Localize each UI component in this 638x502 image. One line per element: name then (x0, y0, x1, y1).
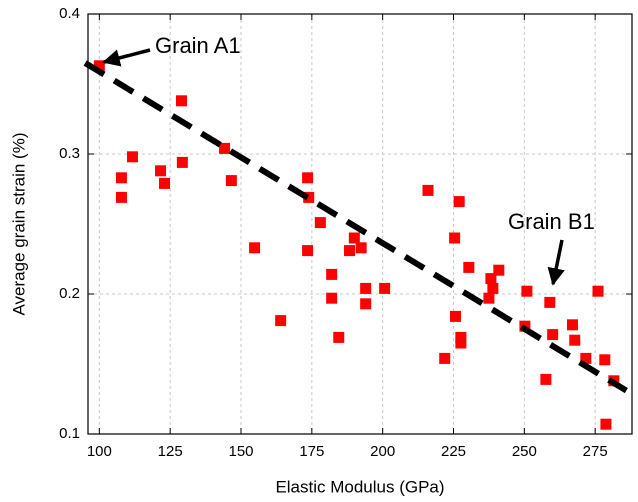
x-axis-label: Elastic Modulus (GPa) (275, 477, 444, 496)
x-tick-label: 225 (441, 443, 466, 460)
data-point (159, 177, 170, 189)
y-tick-label: 0.4 (59, 5, 80, 22)
x-tick-label: 275 (583, 443, 608, 460)
data-point (580, 352, 592, 364)
data-point (455, 331, 467, 343)
data-point (303, 191, 315, 203)
data-point (314, 217, 326, 229)
data-point (449, 232, 461, 244)
x-tick-label: 150 (228, 443, 253, 460)
annotation-arrow (102, 48, 151, 67)
x-tick-label: 250 (512, 443, 537, 460)
data-point (348, 232, 360, 244)
data-point (219, 142, 231, 154)
data-point (126, 151, 138, 163)
data-point (422, 184, 434, 196)
annotation-arrow (547, 239, 565, 286)
data-point (176, 95, 187, 107)
data-point (567, 319, 578, 331)
data-point (360, 298, 372, 310)
data-point (115, 172, 127, 184)
data-point (483, 292, 495, 304)
data-point (487, 282, 499, 294)
data-point (155, 165, 167, 177)
data-point (333, 331, 345, 343)
data-point (449, 310, 461, 322)
data-point (326, 268, 338, 280)
data-point (521, 285, 533, 297)
data-point (360, 282, 372, 294)
trend-line (83, 60, 628, 394)
data-point (599, 354, 611, 366)
x-tick-label: 125 (158, 443, 183, 460)
data-point (326, 292, 338, 304)
data-point (275, 315, 287, 327)
annotation: Grain A1 (155, 33, 241, 58)
data-point (225, 175, 237, 187)
plot-frame (87, 13, 633, 435)
data-point (302, 172, 314, 184)
data-point (439, 352, 451, 364)
data-point (379, 282, 391, 294)
x-tick-label: 100 (87, 443, 112, 460)
data-point (176, 156, 188, 168)
annotation: Grain B1 (508, 209, 595, 234)
data-point (93, 60, 105, 72)
y-axis-label: Average grain strain (%) (9, 133, 28, 316)
data-point (493, 264, 505, 276)
data-point (249, 242, 261, 254)
data-point (600, 418, 612, 430)
data-point (544, 296, 556, 308)
data-point (302, 245, 314, 257)
x-tick-label: 200 (370, 443, 395, 460)
data-point (463, 261, 475, 273)
y-tick-label: 0.1 (59, 425, 80, 442)
x-tick-label: 175 (299, 443, 324, 460)
data-point (453, 196, 465, 208)
data-point (547, 329, 559, 341)
y-tick-label: 0.3 (59, 145, 80, 162)
data-point (592, 285, 604, 297)
data-point (485, 273, 497, 285)
data-point (344, 245, 356, 257)
data-point (569, 334, 581, 346)
y-tick-label: 0.2 (59, 285, 80, 302)
data-point (115, 191, 127, 203)
data-point (540, 373, 552, 385)
data-point (455, 337, 467, 349)
data-point (355, 242, 367, 254)
